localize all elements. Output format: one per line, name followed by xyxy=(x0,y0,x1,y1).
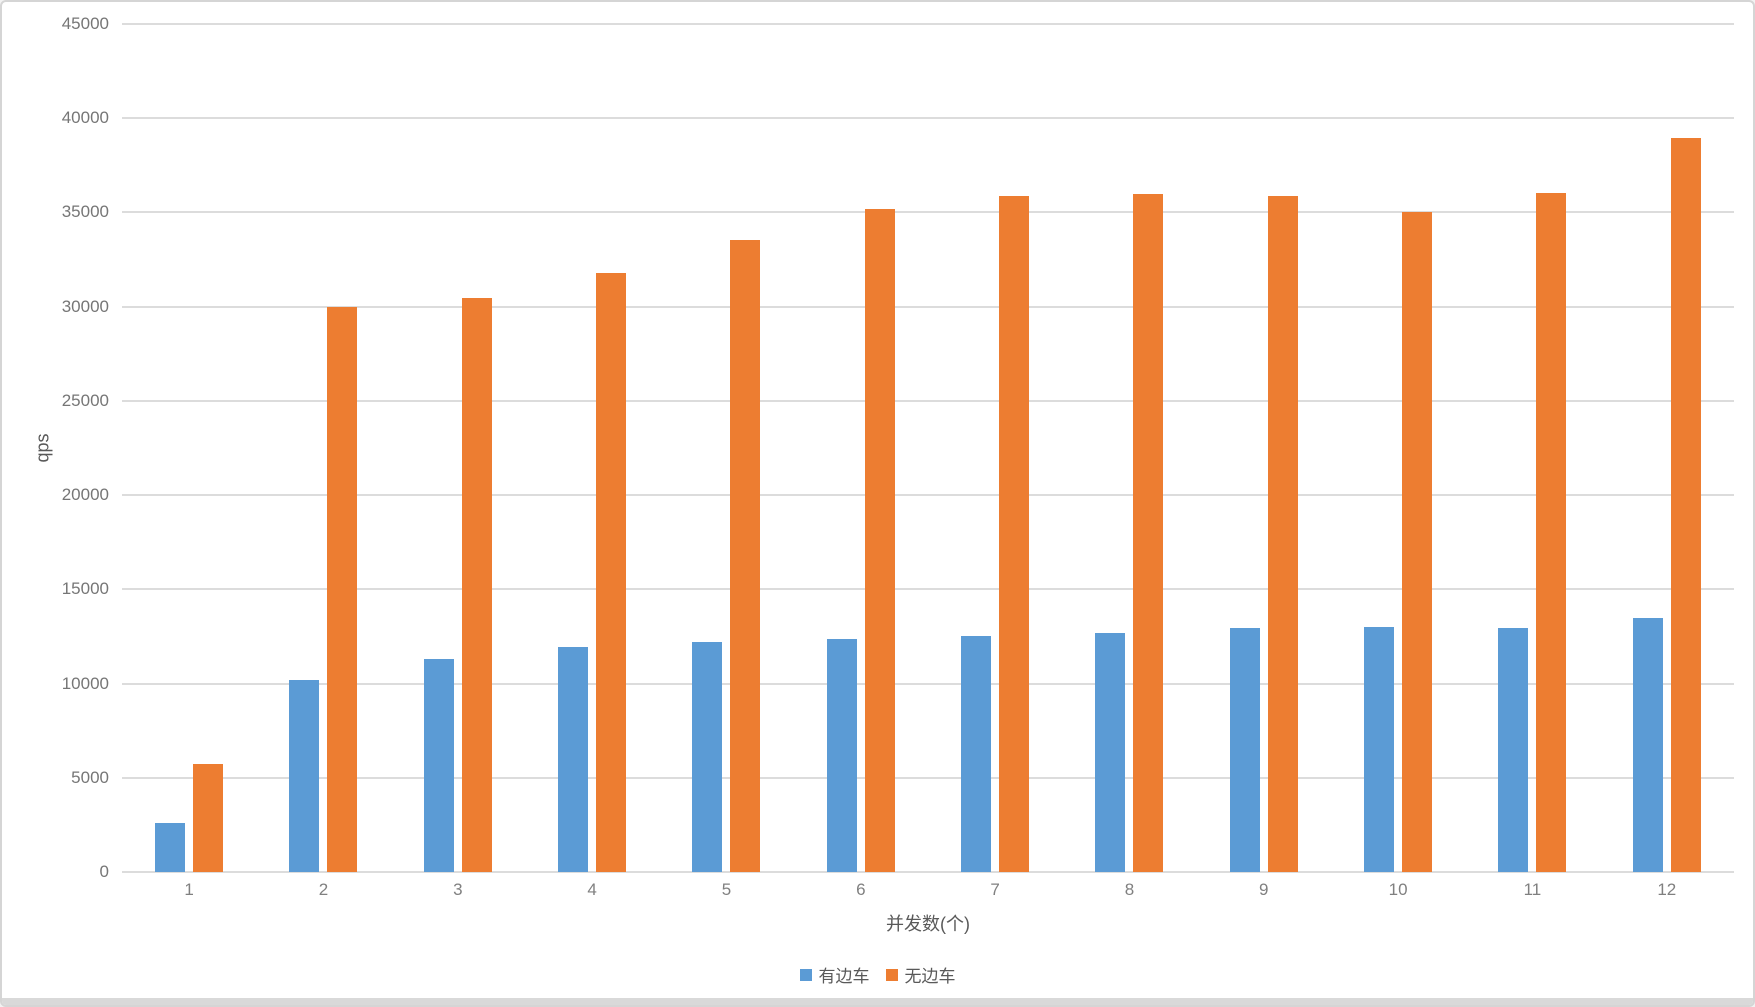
plot-area xyxy=(122,23,1734,873)
bar-group-7 xyxy=(928,24,1062,872)
bar-有边车-8 xyxy=(1095,632,1126,872)
bar-group-2 xyxy=(256,24,390,872)
bar-group-12 xyxy=(1600,24,1734,872)
y-tick-label-40000: 40000 xyxy=(61,108,109,128)
bar-group-10 xyxy=(1331,24,1465,872)
bar-group-3 xyxy=(391,24,525,872)
legend-label: 无边车 xyxy=(904,967,956,986)
bar-group-6 xyxy=(794,24,928,872)
bottom-strip xyxy=(2,998,1753,1005)
bar-有边车-11 xyxy=(1498,627,1529,872)
bar-无边车-8 xyxy=(1133,193,1164,872)
y-tick-label-25000: 25000 xyxy=(61,390,109,410)
y-tick-label-0: 0 xyxy=(99,862,109,881)
x-tick-label-5: 5 xyxy=(721,880,732,899)
bar-有边车-9 xyxy=(1229,627,1260,872)
gridline-5000 xyxy=(122,776,1734,779)
gridline-30000 xyxy=(122,305,1734,308)
bar-无边车-11 xyxy=(1536,192,1567,872)
x-tick-label-2: 2 xyxy=(318,880,329,899)
bar-无边车-7 xyxy=(999,196,1030,872)
x-tick-label-9: 9 xyxy=(1259,880,1269,899)
bar-有边车-3 xyxy=(423,659,454,872)
bar-无边车-4 xyxy=(596,272,627,872)
y-tick-label-35000: 35000 xyxy=(61,202,109,222)
bar-有边车-12 xyxy=(1632,617,1663,872)
bar-group-1 xyxy=(122,24,256,872)
gridline-10000 xyxy=(122,682,1734,685)
y-tick-label-45000: 45000 xyxy=(61,14,109,33)
gridline-25000 xyxy=(122,399,1734,402)
x-axis-tick-labels: 1 2 3 4 5 6 7 8 9 10 11 12 xyxy=(122,880,1734,900)
y-tick-label-30000: 30000 xyxy=(61,296,109,316)
x-tick-label-8: 8 xyxy=(1124,880,1135,899)
gridline-0 xyxy=(122,871,1734,873)
bar-group-9 xyxy=(1197,24,1331,872)
x-tick-label-12: 12 xyxy=(1657,880,1677,899)
legend-item-无边车: 无边车 xyxy=(885,962,956,987)
y-axis-tick-labels: 45000 40000 35000 30000 25000 20000 15000 10000… xyxy=(2,14,109,881)
bar-group-4 xyxy=(525,24,659,872)
bar-group-8 xyxy=(1062,24,1196,872)
bar-无边车-9 xyxy=(1267,196,1298,872)
chart-legend: 有边车 无边车 xyxy=(2,962,1753,987)
bar-有边车-10 xyxy=(1364,627,1395,872)
gridline-40000 xyxy=(122,117,1734,120)
x-tick-label-10: 10 xyxy=(1388,880,1408,899)
bar-有边车-1 xyxy=(155,823,186,872)
gridline-45000 xyxy=(122,23,1734,25)
gridline-15000 xyxy=(122,588,1734,591)
bar-有边车-6 xyxy=(826,639,857,872)
bar-无边车-1 xyxy=(193,763,224,872)
bar-有边车-4 xyxy=(558,646,589,872)
bar-有边车-5 xyxy=(692,642,723,872)
x-tick-label-11: 11 xyxy=(1523,880,1542,899)
gridline-20000 xyxy=(122,494,1734,497)
x-tick-label-6: 6 xyxy=(856,880,866,899)
bar-有边车-2 xyxy=(289,679,320,872)
bar-无边车-10 xyxy=(1402,212,1433,872)
bar-有边车-7 xyxy=(961,635,992,872)
x-tick-label-4: 4 xyxy=(587,880,597,899)
bar-无边车-2 xyxy=(327,306,358,872)
y-tick-label-20000: 20000 xyxy=(61,485,109,505)
bar-group-5 xyxy=(659,24,793,872)
bar-无边车-6 xyxy=(864,208,895,872)
legend-item-有边车: 有边车 xyxy=(799,962,870,987)
bar-group-11 xyxy=(1465,24,1599,872)
bar-无边车-3 xyxy=(461,298,492,872)
gridline-35000 xyxy=(122,211,1734,214)
y-tick-label-5000: 5000 xyxy=(71,767,109,787)
bar-无边车-12 xyxy=(1670,138,1701,872)
bar-无边车-5 xyxy=(730,239,761,872)
y-tick-label-15000: 15000 xyxy=(61,579,109,599)
x-tick-label-7: 7 xyxy=(990,880,1000,899)
y-tick-label-10000: 10000 xyxy=(61,673,109,693)
x-tick-label-1: 1 xyxy=(184,880,194,899)
x-axis-title: 并发数(个) xyxy=(886,914,970,934)
x-tick-label-3: 3 xyxy=(453,880,463,899)
legend-label: 有边车 xyxy=(818,967,870,986)
legend-swatch-icon xyxy=(799,968,812,981)
legend-swatch-icon xyxy=(885,968,898,981)
